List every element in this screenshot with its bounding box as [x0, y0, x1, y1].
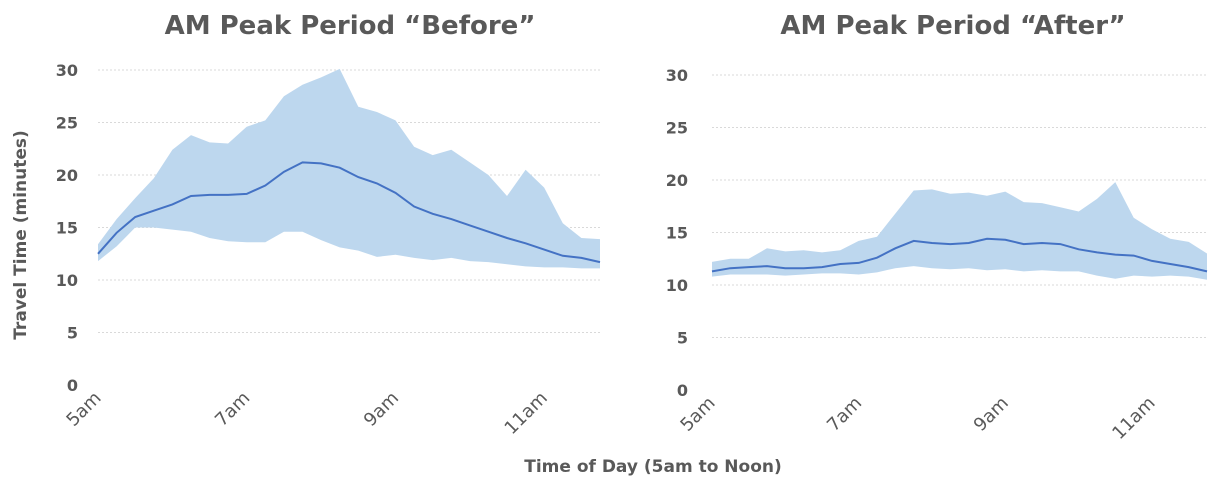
chart-after-y-tick-label: 25 — [666, 119, 688, 138]
chart-after-y-tick-label: 10 — [666, 276, 688, 295]
chart-before-y-tick-label: 30 — [56, 61, 78, 80]
chart-after-y-tick-labels: 0 5 10 15 20 25 30 — [666, 66, 688, 400]
chart-after-range-band — [712, 182, 1207, 280]
chart-before-title: AM Peak Period “Before” — [165, 11, 536, 41]
chart-before-range-band — [98, 68, 600, 269]
chart-before-y-tick-label: 0 — [67, 376, 78, 395]
chart-after-x-tick-label: 9am — [970, 393, 1013, 436]
chart-before-average-line — [97, 161, 601, 264]
chart-before-x-tick-label: 11am — [501, 388, 552, 439]
chart-before-y-tick-label: 25 — [56, 114, 78, 133]
x-axis-title: Time of Day (5am to Noon) — [524, 457, 782, 477]
chart-before-x-tick-label: 9am — [360, 388, 403, 431]
chart-before-y-tick-label: 15 — [56, 219, 78, 238]
chart-after-y-tick-label: 30 — [666, 66, 688, 85]
chart-before-y-tick-label: 5 — [67, 324, 78, 343]
y-axis-title: Travel Time (minutes) — [11, 130, 31, 340]
chart-after-x-tick-label: 11am — [1108, 393, 1159, 444]
chart-after-y-tick-label: 5 — [677, 329, 688, 348]
chart-after-title: AM Peak Period “After” — [780, 11, 1125, 41]
chart-after-y-tick-label: 15 — [666, 224, 688, 243]
chart-before-x-tick-label: 7am — [211, 388, 254, 431]
chart-before-y-tick-labels: 0 5 10 15 20 25 30 — [56, 61, 78, 395]
chart-after-y-tick-label: 0 — [677, 381, 688, 400]
chart-before-y-tick-label: 10 — [56, 271, 78, 290]
chart-before-y-tick-label: 20 — [56, 166, 78, 185]
chart-after-x-tick-labels: 5am 7am 9am 11am — [676, 393, 1159, 444]
chart-after-x-tick-label: 7am — [823, 393, 866, 436]
chart-after-average-line — [711, 237, 1208, 273]
chart-after-y-tick-label: 20 — [666, 171, 688, 190]
chart-before-x-tick-labels: 5am 7am 9am 11am — [62, 388, 551, 439]
